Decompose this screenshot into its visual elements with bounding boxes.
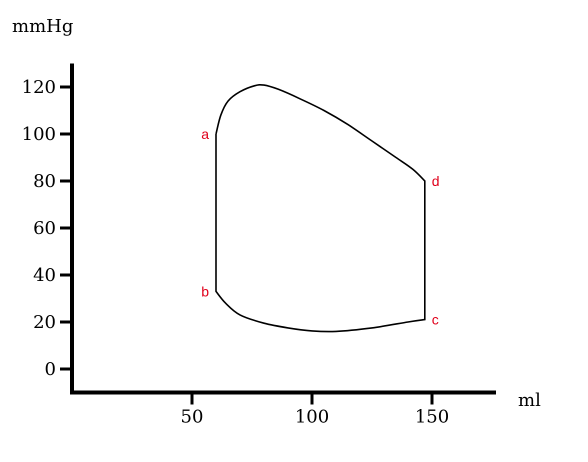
y-tick-label-40: 40 [33, 265, 56, 286]
y-tick-label-0: 0 [45, 359, 56, 380]
y-tick-label-120: 120 [22, 77, 56, 98]
x-tick-label-50: 50 [181, 407, 204, 428]
ticks: 0 20 40 60 80 100 120 50 100 150 [22, 77, 450, 428]
y-axis-label: mmHg [12, 16, 73, 37]
x-tick-label-150: 150 [415, 407, 449, 428]
series-group [215, 83, 426, 333]
point-label-a: a [201, 126, 209, 142]
x-tick-label-100: 100 [295, 407, 329, 428]
y-tick-label-80: 80 [33, 171, 56, 192]
point-label-c: c [432, 312, 439, 328]
point-labels: a b c d [201, 126, 439, 328]
pv-loop-line-0 [215, 83, 426, 333]
axes [70, 63, 496, 395]
point-label-b: b [201, 283, 209, 299]
y-tick-label-100: 100 [22, 124, 56, 145]
point-label-d: d [432, 173, 440, 189]
x-axis-label: ml [518, 390, 541, 411]
y-tick-label-20: 20 [33, 312, 56, 333]
y-tick-label-60: 60 [33, 218, 56, 239]
